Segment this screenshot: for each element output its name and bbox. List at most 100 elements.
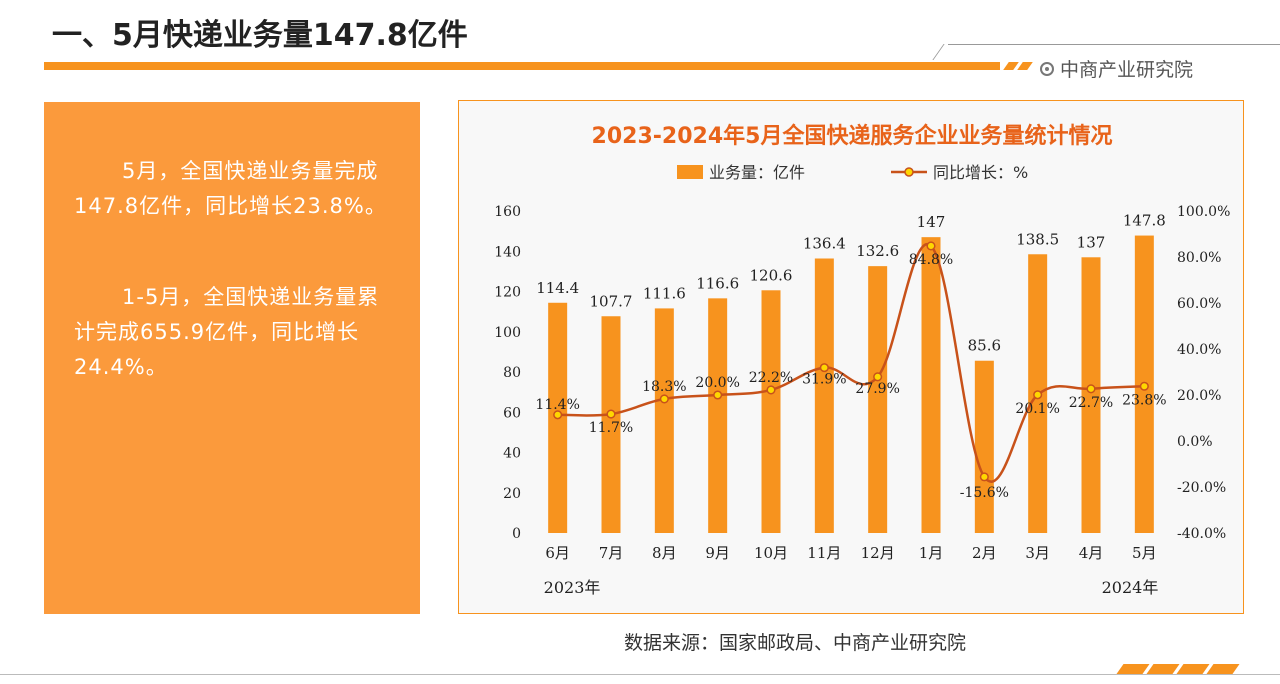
line-point (873, 372, 883, 382)
brand: 中商产业研究院 (1040, 55, 1193, 82)
x-tick-label: 10月 (754, 544, 788, 562)
x-tick-label: 9月 (705, 544, 730, 562)
bar-value-label: 114.4 (536, 279, 579, 297)
x-tick-label: 7月 (599, 544, 624, 562)
y-right-tick-label: 100.0% (1177, 204, 1230, 220)
legend-swatch-bar (677, 165, 703, 179)
line-value-label: 27.9% (855, 381, 899, 397)
legend-marker-line (904, 167, 914, 177)
bar-value-label: 147 (917, 213, 946, 231)
chart-title: 2023-2024年5月全国快递服务企业业务量统计情况 (592, 123, 1113, 149)
x-tick-label: 1月 (919, 544, 944, 562)
growth-line (557, 242, 1145, 483)
line-value-label: 23.8% (1122, 392, 1166, 408)
line-value-label: 84.8% (909, 252, 953, 268)
line-point (1033, 390, 1043, 400)
x-tick-label: 4月 (1079, 544, 1104, 562)
header-rule (948, 44, 1280, 45)
line-value-label: -15.6% (960, 485, 1009, 501)
bar-value-label: 136.4 (803, 234, 846, 252)
x-tick-label: 8月 (652, 544, 677, 562)
line-value-label: 22.2% (749, 370, 793, 386)
y-left-tick-label: 140 (494, 244, 521, 260)
title-bar-accent (1017, 62, 1033, 70)
bar (654, 308, 674, 533)
bar (1081, 257, 1101, 533)
y-right-tick-label: 0.0% (1177, 434, 1213, 450)
y-right-tick-label: -40.0% (1177, 526, 1226, 542)
bar (868, 266, 888, 533)
summary-paragraph-2: 1-5月，全国快递业务量累计完成655.9亿件，同比增长24.4%。 (74, 285, 380, 379)
line-value-label: 18.3% (642, 379, 686, 395)
line-point (819, 363, 829, 373)
line-point (606, 409, 616, 419)
bar-value-label: 107.7 (590, 292, 633, 310)
bar (708, 298, 728, 533)
bar-value-label: 138.5 (1016, 230, 1059, 248)
line-point (659, 394, 669, 404)
y-left-tick-label: 0 (512, 526, 521, 542)
line-value-label: 20.0% (695, 375, 739, 391)
title-underline-bar (44, 62, 1000, 70)
line-value-label: 11.7% (589, 420, 633, 436)
bar (974, 360, 994, 533)
bar-value-label: 85.6 (968, 337, 1001, 355)
brand-name: 中商产业研究院 (1060, 59, 1194, 81)
y-left-tick-label: 60 (503, 405, 521, 421)
bar-value-label: 132.6 (856, 242, 899, 260)
y-right-tick-label: 40.0% (1177, 342, 1221, 358)
x-tick-label: 3月 (1025, 544, 1050, 562)
footer-stripe (1146, 664, 1180, 674)
line-point (1139, 381, 1149, 391)
year-label-start: 2023年 (544, 578, 601, 597)
bar-value-label: 111.6 (643, 284, 686, 302)
line-point (926, 241, 936, 251)
bar (814, 258, 834, 533)
legend-label-bar: 业务量：亿件 (709, 163, 805, 182)
footer-stripe (1206, 664, 1240, 674)
bar (601, 316, 621, 533)
y-left-tick-label: 80 (503, 365, 521, 381)
summary-panel: 5月，全国快递业务量完成147.8亿件，同比增长23.8%。 1-5月，全国快递… (44, 102, 420, 614)
bar (921, 237, 941, 533)
bar (761, 290, 781, 533)
year-label-end: 2024年 (1102, 578, 1159, 597)
line-value-label: 20.1% (1015, 401, 1059, 417)
bar-value-label: 120.6 (750, 266, 793, 284)
chart-panel: 2023-2024年5月全国快递服务企业业务量统计情况业务量：亿件 同比增长：% 0… (458, 100, 1244, 614)
x-tick-label: 5月 (1132, 544, 1157, 562)
x-tick-label: 11月 (807, 544, 841, 562)
line-value-label: 11.4% (535, 397, 579, 413)
y-left-tick-label: 40 (503, 446, 521, 462)
header-rule-slant (932, 44, 945, 60)
page-title: 一、5月快递业务量147.8亿件 (52, 18, 468, 53)
y-left-tick-label: 20 (503, 486, 521, 502)
y-left-tick-label: 120 (494, 285, 521, 301)
line-point (766, 385, 776, 395)
y-right-tick-label: 60.0% (1177, 296, 1221, 312)
y-right-tick-label: -20.0% (1177, 480, 1226, 496)
y-left-tick-label: 100 (494, 325, 521, 341)
line-point (979, 472, 989, 482)
x-tick-label: 2月 (972, 544, 997, 562)
footer-stripe (1116, 664, 1150, 674)
line-point (713, 390, 723, 400)
summary-paragraph-1: 5月，全国快递业务量完成147.8亿件，同比增长23.8%。 (74, 159, 387, 218)
brand-logo-icon (1040, 61, 1054, 76)
footer-rule (0, 674, 1280, 675)
line-value-label: 22.7% (1069, 395, 1113, 411)
line-value-label: 31.9% (802, 372, 846, 388)
y-left-tick-label: 160 (494, 204, 521, 220)
bar-value-label: 147.8 (1123, 212, 1166, 230)
bar-value-label: 137 (1077, 233, 1106, 251)
y-right-tick-label: 80.0% (1177, 250, 1221, 266)
footer-stripe (1176, 664, 1210, 674)
y-right-tick-label: 20.0% (1177, 388, 1221, 404)
bar-value-label: 116.6 (696, 274, 739, 292)
line-point (1086, 384, 1096, 394)
x-tick-label: 6月 (545, 544, 570, 562)
data-source: 数据来源：国家邮政局、中商产业研究院 (624, 632, 967, 654)
legend-label-line: 同比增长：% (933, 163, 1028, 182)
x-tick-label: 12月 (861, 544, 895, 562)
